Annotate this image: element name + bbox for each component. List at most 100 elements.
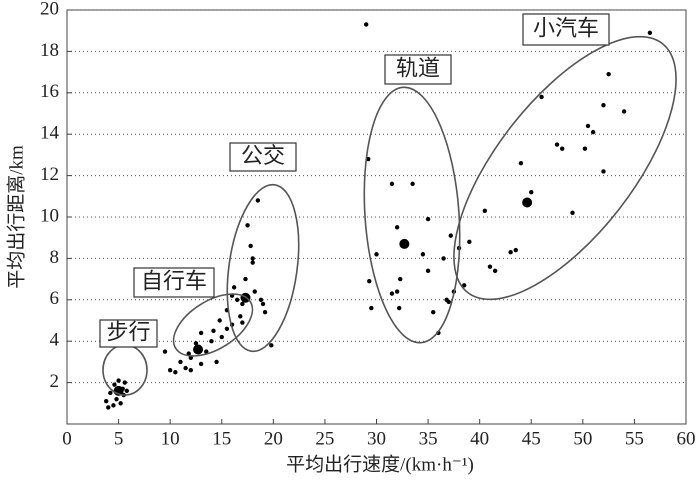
point xyxy=(410,181,415,187)
group-ellipse xyxy=(226,183,300,353)
point xyxy=(394,289,400,294)
point xyxy=(124,388,130,394)
point xyxy=(167,367,173,373)
point xyxy=(211,328,216,334)
x-tick-label: 45 xyxy=(522,428,541,449)
point xyxy=(389,181,395,187)
x-tick-label: 0 xyxy=(62,428,72,449)
point xyxy=(204,349,209,354)
point xyxy=(235,297,240,302)
point xyxy=(260,301,266,307)
point xyxy=(601,169,606,174)
point xyxy=(621,109,627,114)
group-label: 步行 xyxy=(106,320,150,345)
group-label: 小汽车 xyxy=(533,16,599,41)
x-tick-label: 5 xyxy=(114,428,124,449)
group-label: 公交 xyxy=(241,143,285,168)
y-tick-label: 6 xyxy=(50,288,60,309)
point xyxy=(606,71,611,77)
point xyxy=(396,305,402,311)
point xyxy=(217,318,222,323)
point xyxy=(448,233,453,238)
point xyxy=(209,339,214,344)
point xyxy=(399,238,410,249)
point xyxy=(367,278,372,284)
x-tick-label: 55 xyxy=(625,428,644,449)
group-label: 自行车 xyxy=(141,269,207,294)
point xyxy=(522,197,533,208)
point xyxy=(112,382,117,387)
point xyxy=(173,370,178,375)
point xyxy=(186,351,191,356)
point xyxy=(420,252,426,257)
point xyxy=(118,401,123,406)
group-ellipse xyxy=(172,293,254,357)
x-axis-label: 平均出行速度/(km·h⁻¹) xyxy=(286,453,474,475)
point xyxy=(585,123,591,129)
point xyxy=(425,216,431,222)
point xyxy=(487,264,493,269)
point xyxy=(108,390,113,396)
x-tick-label: 25 xyxy=(315,428,334,449)
y-tick-label: 16 xyxy=(40,81,59,102)
point xyxy=(104,399,109,404)
y-tick-label: 2 xyxy=(50,371,60,392)
x-tick-label: 10 xyxy=(161,428,180,449)
point xyxy=(255,198,261,203)
x-tick-label: 15 xyxy=(212,428,231,449)
point xyxy=(446,299,451,305)
label-box xyxy=(522,13,610,46)
label-box xyxy=(384,54,452,85)
y-tick-label: 14 xyxy=(40,123,60,144)
x-tick-label: 50 xyxy=(573,428,592,449)
label-box xyxy=(133,267,215,298)
y-tick-label: 18 xyxy=(40,40,59,61)
point xyxy=(369,305,374,311)
point xyxy=(492,268,498,274)
point xyxy=(248,243,253,249)
point xyxy=(508,249,513,255)
point xyxy=(441,256,446,261)
point xyxy=(224,326,230,331)
point xyxy=(601,103,606,108)
point xyxy=(482,208,488,213)
point xyxy=(262,310,268,315)
point xyxy=(374,252,379,257)
point xyxy=(529,189,534,195)
point xyxy=(258,297,264,302)
point xyxy=(198,361,204,367)
point xyxy=(114,396,119,402)
label-box xyxy=(99,319,158,348)
y-tick-label: 4 xyxy=(50,330,60,351)
point xyxy=(269,343,274,348)
point xyxy=(162,349,168,354)
point xyxy=(193,344,204,355)
point xyxy=(431,310,436,315)
point xyxy=(554,142,560,147)
x-tick-label: 35 xyxy=(419,428,438,449)
point xyxy=(366,156,371,162)
point xyxy=(560,146,565,151)
point xyxy=(240,301,245,307)
point xyxy=(467,239,472,245)
point xyxy=(111,403,116,408)
point xyxy=(183,365,188,371)
point xyxy=(214,359,219,365)
point xyxy=(231,285,237,290)
y-tick-label: 20 xyxy=(40,0,59,19)
point xyxy=(116,378,121,383)
point xyxy=(243,276,248,282)
point xyxy=(590,129,596,135)
point xyxy=(250,260,255,265)
point xyxy=(240,320,245,325)
point xyxy=(250,256,255,261)
point xyxy=(394,225,400,230)
point xyxy=(518,160,524,166)
y-tick-label: 10 xyxy=(40,205,59,226)
y-tick-label: 8 xyxy=(50,247,60,268)
point xyxy=(198,330,204,336)
point xyxy=(252,289,257,294)
point xyxy=(389,291,395,296)
point xyxy=(219,334,224,340)
point xyxy=(570,210,575,216)
